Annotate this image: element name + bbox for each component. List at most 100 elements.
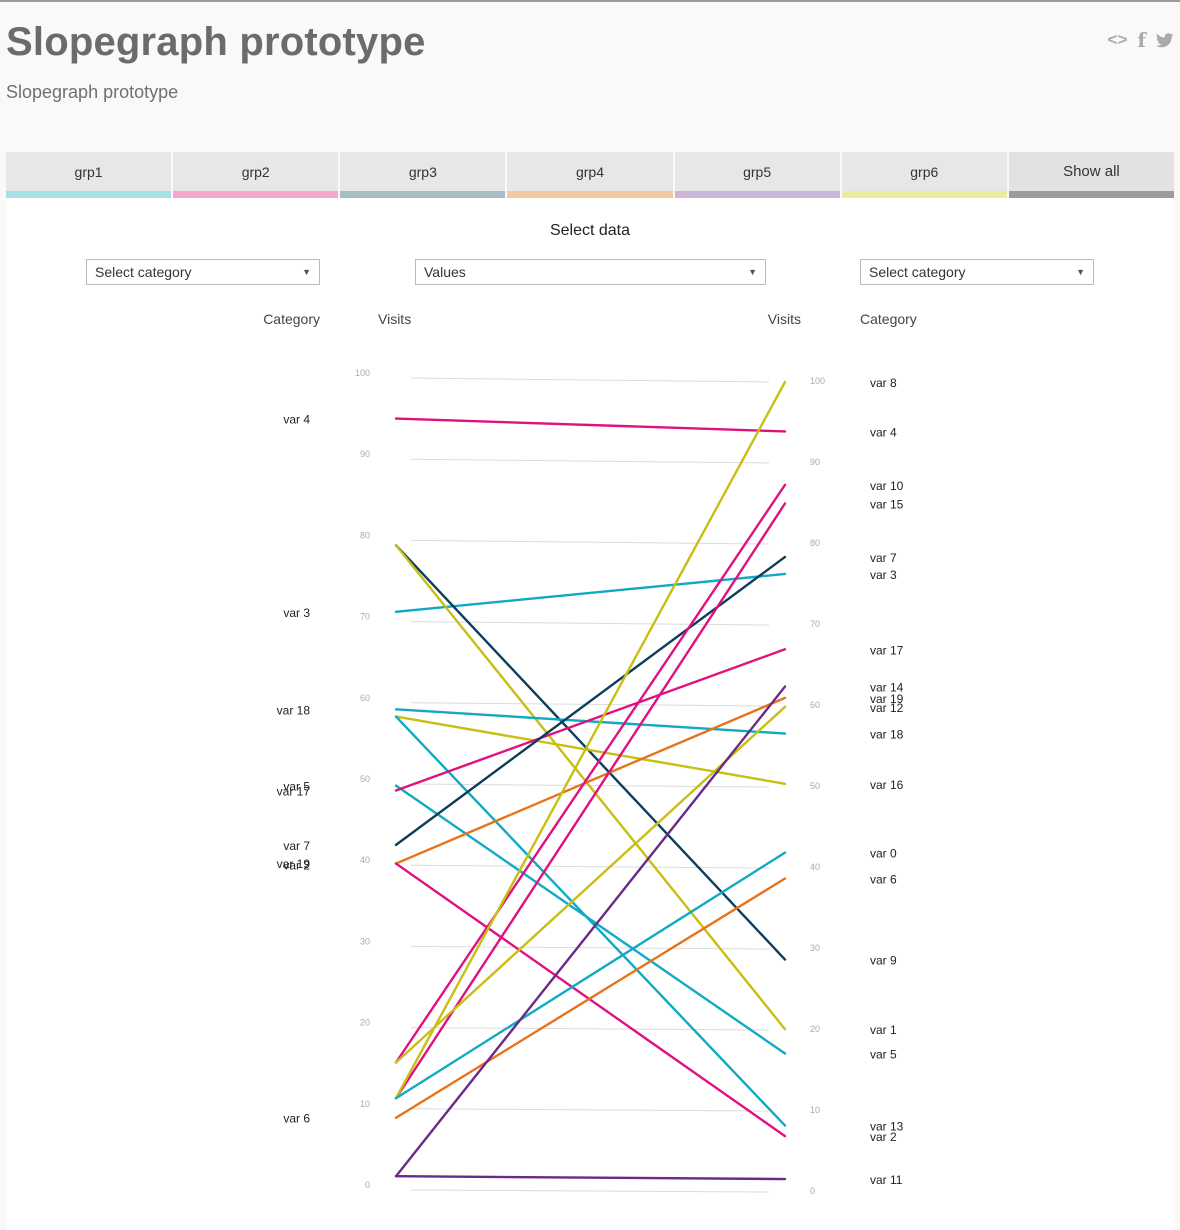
right-category-header: Category [860,311,917,327]
left-tick-label: 80 [360,530,370,540]
right-tick-label: 60 [810,700,820,710]
gridline [410,1108,770,1112]
chart-panel: Select data Select category ▼ Values ▼ S… [6,198,1174,1230]
tab-grp1[interactable]: grp1 [6,152,172,198]
right-category-select-value: Select category [869,264,966,280]
right-tick-label: 90 [810,457,820,467]
slope-line[interactable] [394,696,787,865]
gridline [410,1027,770,1031]
left-tick-label: 100 [355,368,370,378]
slope-line[interactable] [394,877,787,1119]
left-tick-label: 90 [360,449,370,459]
left-category-label: var 5 [283,780,310,794]
left-tick-label: 20 [360,1018,370,1028]
embed-icon[interactable]: <> [1107,30,1128,49]
slope-line[interactable] [394,380,787,1100]
left-category-label: var 4 [283,413,310,427]
left-category-label: var 6 [283,1112,310,1126]
right-category-label: var 9 [870,954,897,968]
right-category-label: var 5 [870,1047,897,1061]
slope-line[interactable] [394,715,787,785]
slopegraph: Category Visits Visits Category 0 0 10 10 20… [263,311,917,1196]
gridline [410,539,770,545]
left-tick-label: 0 [365,1180,370,1190]
slope-line[interactable] [394,502,787,1100]
tab-grp5[interactable]: grp5 [674,152,840,198]
chevron-down-icon: ▼ [302,267,311,277]
right-category-label: var 19 [870,692,904,706]
left-category-label: var 18 [277,703,311,717]
slope-line[interactable] [394,715,787,1127]
slope-line[interactable] [394,648,787,792]
right-category-label: var 18 [870,728,904,742]
values-select[interactable]: Values ▼ [415,259,766,285]
right-tick-label: 70 [810,619,820,629]
right-category-label: var 1 [870,1023,897,1037]
top-border [0,0,1180,2]
left-category-select[interactable]: Select category ▼ [86,259,320,285]
left-tick-label: 10 [360,1099,370,1109]
right-category-label: var 11 [870,1173,903,1187]
select-data-title: Select data [549,222,631,239]
left-category-select-value: Select category [95,264,192,280]
right-tick-label: 0 [810,1186,815,1196]
gridline [410,864,770,869]
right-category-label: var 2 [870,1130,897,1144]
right-category-label: var 10 [870,479,904,493]
slope-line[interactable] [394,555,787,847]
page-title: Slopegraph prototype [6,20,426,64]
right-category-label: var 12 [870,701,904,715]
left-visits-header: Visits [378,311,411,327]
right-tick-label: 50 [810,781,820,791]
share-bar: <> f [1108,28,1174,52]
right-category-select[interactable]: Select category ▼ [860,259,1094,285]
gridline [410,458,770,464]
left-tick-label: 30 [360,936,370,946]
right-category-label: var 7 [870,551,897,565]
left-category-header: Category [263,311,320,327]
right-visits-header: Visits [768,311,801,327]
right-tick-label: 40 [810,862,820,872]
tab-grp3[interactable]: grp3 [340,152,506,198]
gridline [410,621,770,626]
right-tick-label: 30 [810,943,820,953]
slope-line[interactable] [394,544,787,1031]
tab-show-all[interactable]: Show all [1008,152,1174,198]
tab-grp4[interactable]: grp4 [507,152,673,198]
right-category-label: var 16 [870,778,904,792]
right-tick-label: 10 [810,1105,820,1115]
right-category-label: var 14 [870,681,904,695]
gridline [410,1189,770,1193]
slope-line[interactable] [394,862,787,1138]
left-tick-label: 60 [360,693,370,703]
right-category-label: var 0 [870,847,897,861]
right-category-label: var 15 [870,498,904,512]
gridline [410,377,770,383]
slope-line[interactable] [394,705,787,1064]
twitter-icon[interactable] [1156,32,1174,48]
right-category-label: var 17 [870,643,904,657]
page-subtitle: Slopegraph prototype [6,82,179,102]
gridline [410,945,770,950]
right-category-label: var 3 [870,568,897,582]
slope-line[interactable] [394,483,787,1064]
slope-line[interactable] [394,685,787,1178]
facebook-icon[interactable]: f [1137,28,1146,52]
right-category-label: var 13 [870,1120,904,1134]
left-category-label: var 3 [283,606,310,620]
slope-line[interactable] [394,851,787,1100]
slope-line[interactable] [394,544,787,961]
tab-grp6[interactable]: grp6 [841,152,1007,198]
right-tick-label: 80 [810,538,820,548]
slope-line[interactable] [394,417,787,433]
left-tick-label: 50 [360,774,370,784]
group-tabs: grp1 grp2 grp3 grp4 grp5 grp6 Show all [6,152,1174,198]
slope-line[interactable] [394,708,787,735]
values-select-value: Values [424,264,466,280]
gridline [410,702,770,707]
slope-line[interactable] [394,1174,787,1181]
tab-grp2[interactable]: grp2 [173,152,339,198]
slope-line[interactable] [394,784,787,1055]
left-category-label: var 2 [283,858,310,872]
chevron-down-icon: ▼ [1076,267,1085,277]
